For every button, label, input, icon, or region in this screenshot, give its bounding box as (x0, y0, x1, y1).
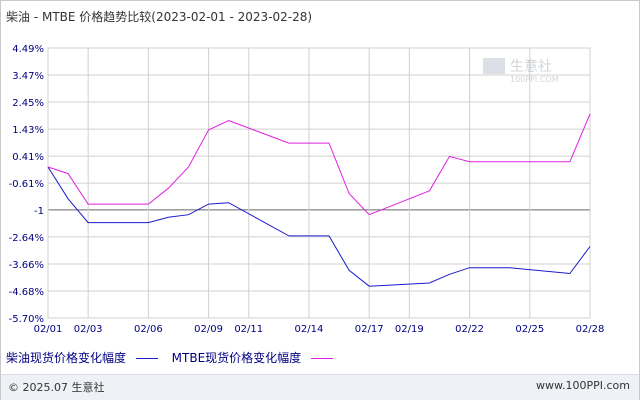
series-layer (47, 113, 591, 287)
x-tick-label: 02/06 (134, 324, 163, 335)
y-tick-label: -0.61% (9, 179, 44, 190)
watermark-logo-icon (483, 58, 505, 74)
x-tick-label: 02/17 (355, 324, 384, 335)
x-tick-label: 02/09 (194, 324, 223, 335)
mtbe-series-line (47, 113, 591, 216)
y-tick-label: -2.64% (9, 233, 44, 244)
legend-item-mtbe: MTBE现货价格变化幅度 (172, 349, 333, 366)
footer-bar (1, 374, 639, 400)
legend: 柴油现货价格变化幅度 MTBE现货价格变化幅度 (6, 349, 343, 366)
y-tick-label: -4.68% (9, 287, 44, 298)
footer-copyright: © 2025.07 生意社 (8, 381, 105, 394)
y-tick-label: 3.47% (12, 71, 44, 82)
y-tick-label: 2.45% (12, 98, 44, 109)
watermark: 生意社 100PPI.COM (483, 58, 559, 84)
y-tick-label: -1 (34, 206, 44, 217)
y-tick-label: 4.49% (12, 44, 44, 55)
watermark-url: 100PPI.COM (510, 75, 559, 84)
x-tick-label: 02/25 (515, 324, 544, 335)
legend-swatch-diesel (135, 358, 158, 359)
legend-label-mtbe: MTBE现货价格变化幅度 (171, 351, 302, 365)
chart-title: 柴油 - MTBE 价格趋势比较(2023-02-01 - 2023-02-28… (6, 10, 313, 24)
footer-site-link[interactable]: www.100PPI.com (536, 379, 630, 392)
legend-item-diesel: 柴油现货价格变化幅度 (6, 349, 158, 366)
y-tick-label: -5.70% (9, 314, 44, 325)
y-tick-label: 1.43% (12, 125, 44, 136)
legend-label-diesel: 柴油现货价格变化幅度 (6, 351, 127, 365)
x-tick-label: 02/19 (395, 324, 424, 335)
y-tick-label: -3.66% (9, 260, 44, 271)
x-tick-label: 02/28 (576, 324, 605, 335)
x-tick-label: 02/03 (74, 324, 103, 335)
legend-swatch-mtbe (311, 358, 333, 359)
x-tick-label: 02/14 (295, 324, 324, 335)
diesel-series-line (47, 166, 591, 287)
grid-layer (47, 47, 591, 319)
watermark-brand: 生意社 (510, 58, 552, 75)
x-tick-label: 02/22 (455, 324, 484, 335)
y-tick-label: 0.41% (12, 152, 44, 163)
axis-labels: 4.49% 3.47% 2.45% 1.43% 0.41% -0.61% -1 -2.64% -… (9, 44, 605, 335)
x-tick-label: 02/01 (34, 324, 63, 335)
x-tick-label: 02/11 (234, 324, 263, 335)
